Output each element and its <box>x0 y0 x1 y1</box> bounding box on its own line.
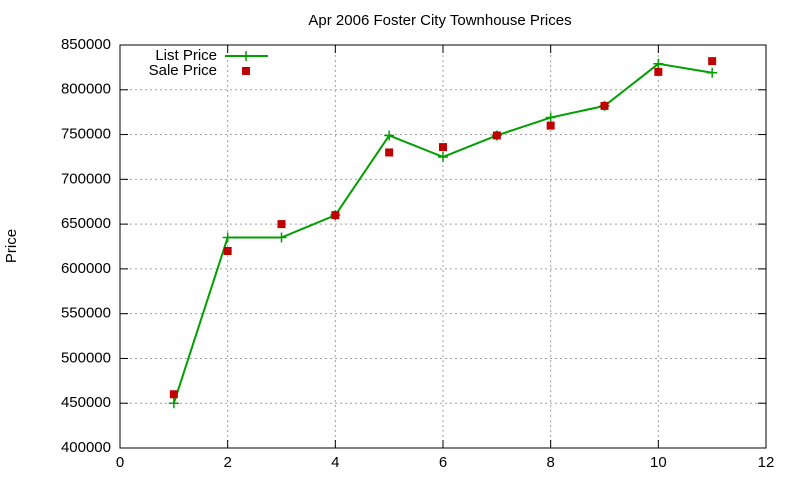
x-tick-label: 6 <box>439 454 447 471</box>
point <box>385 148 394 157</box>
point <box>545 112 556 123</box>
legend-marker <box>241 51 251 61</box>
legend-marker <box>242 67 250 75</box>
point <box>276 232 287 243</box>
x-tick-label: 12 <box>758 454 775 471</box>
point <box>223 246 232 255</box>
y-tick-label: 700000 <box>61 170 111 187</box>
y-tick-label: 600000 <box>61 260 111 277</box>
y-axis-label: Price <box>3 229 20 263</box>
point <box>169 390 178 399</box>
point <box>439 143 447 152</box>
point <box>546 121 555 130</box>
point <box>492 131 501 140</box>
point <box>653 58 664 69</box>
x-tick-label: 4 <box>331 454 339 471</box>
point <box>168 398 179 409</box>
y-tick-label: 400000 <box>61 439 111 456</box>
y-tick-label: 800000 <box>61 81 111 98</box>
point <box>707 67 718 78</box>
x-tick-label: 10 <box>650 454 667 471</box>
y-tick-label: 850000 <box>61 36 111 53</box>
x-tick-label: 2 <box>223 454 231 471</box>
x-tick-label: 0 <box>116 454 124 471</box>
y-tick-label: 550000 <box>61 305 111 322</box>
point <box>708 57 717 66</box>
point <box>277 220 286 229</box>
point <box>600 101 609 110</box>
chart-title: Apr 2006 Foster City Townhouse Prices <box>308 12 571 29</box>
y-tick-label: 650000 <box>61 215 111 232</box>
legend-label: Sale Price <box>149 62 217 79</box>
y-tick-label: 450000 <box>61 394 111 411</box>
y-tick-label: 750000 <box>61 126 111 143</box>
point <box>438 151 448 162</box>
plot-border <box>119 44 767 449</box>
point <box>222 232 233 243</box>
x-tick-label: 8 <box>546 454 554 471</box>
point <box>384 130 395 141</box>
point <box>331 211 340 220</box>
point <box>654 67 663 76</box>
legend-label: List Price <box>155 47 217 64</box>
y-tick-label: 500000 <box>61 349 111 366</box>
